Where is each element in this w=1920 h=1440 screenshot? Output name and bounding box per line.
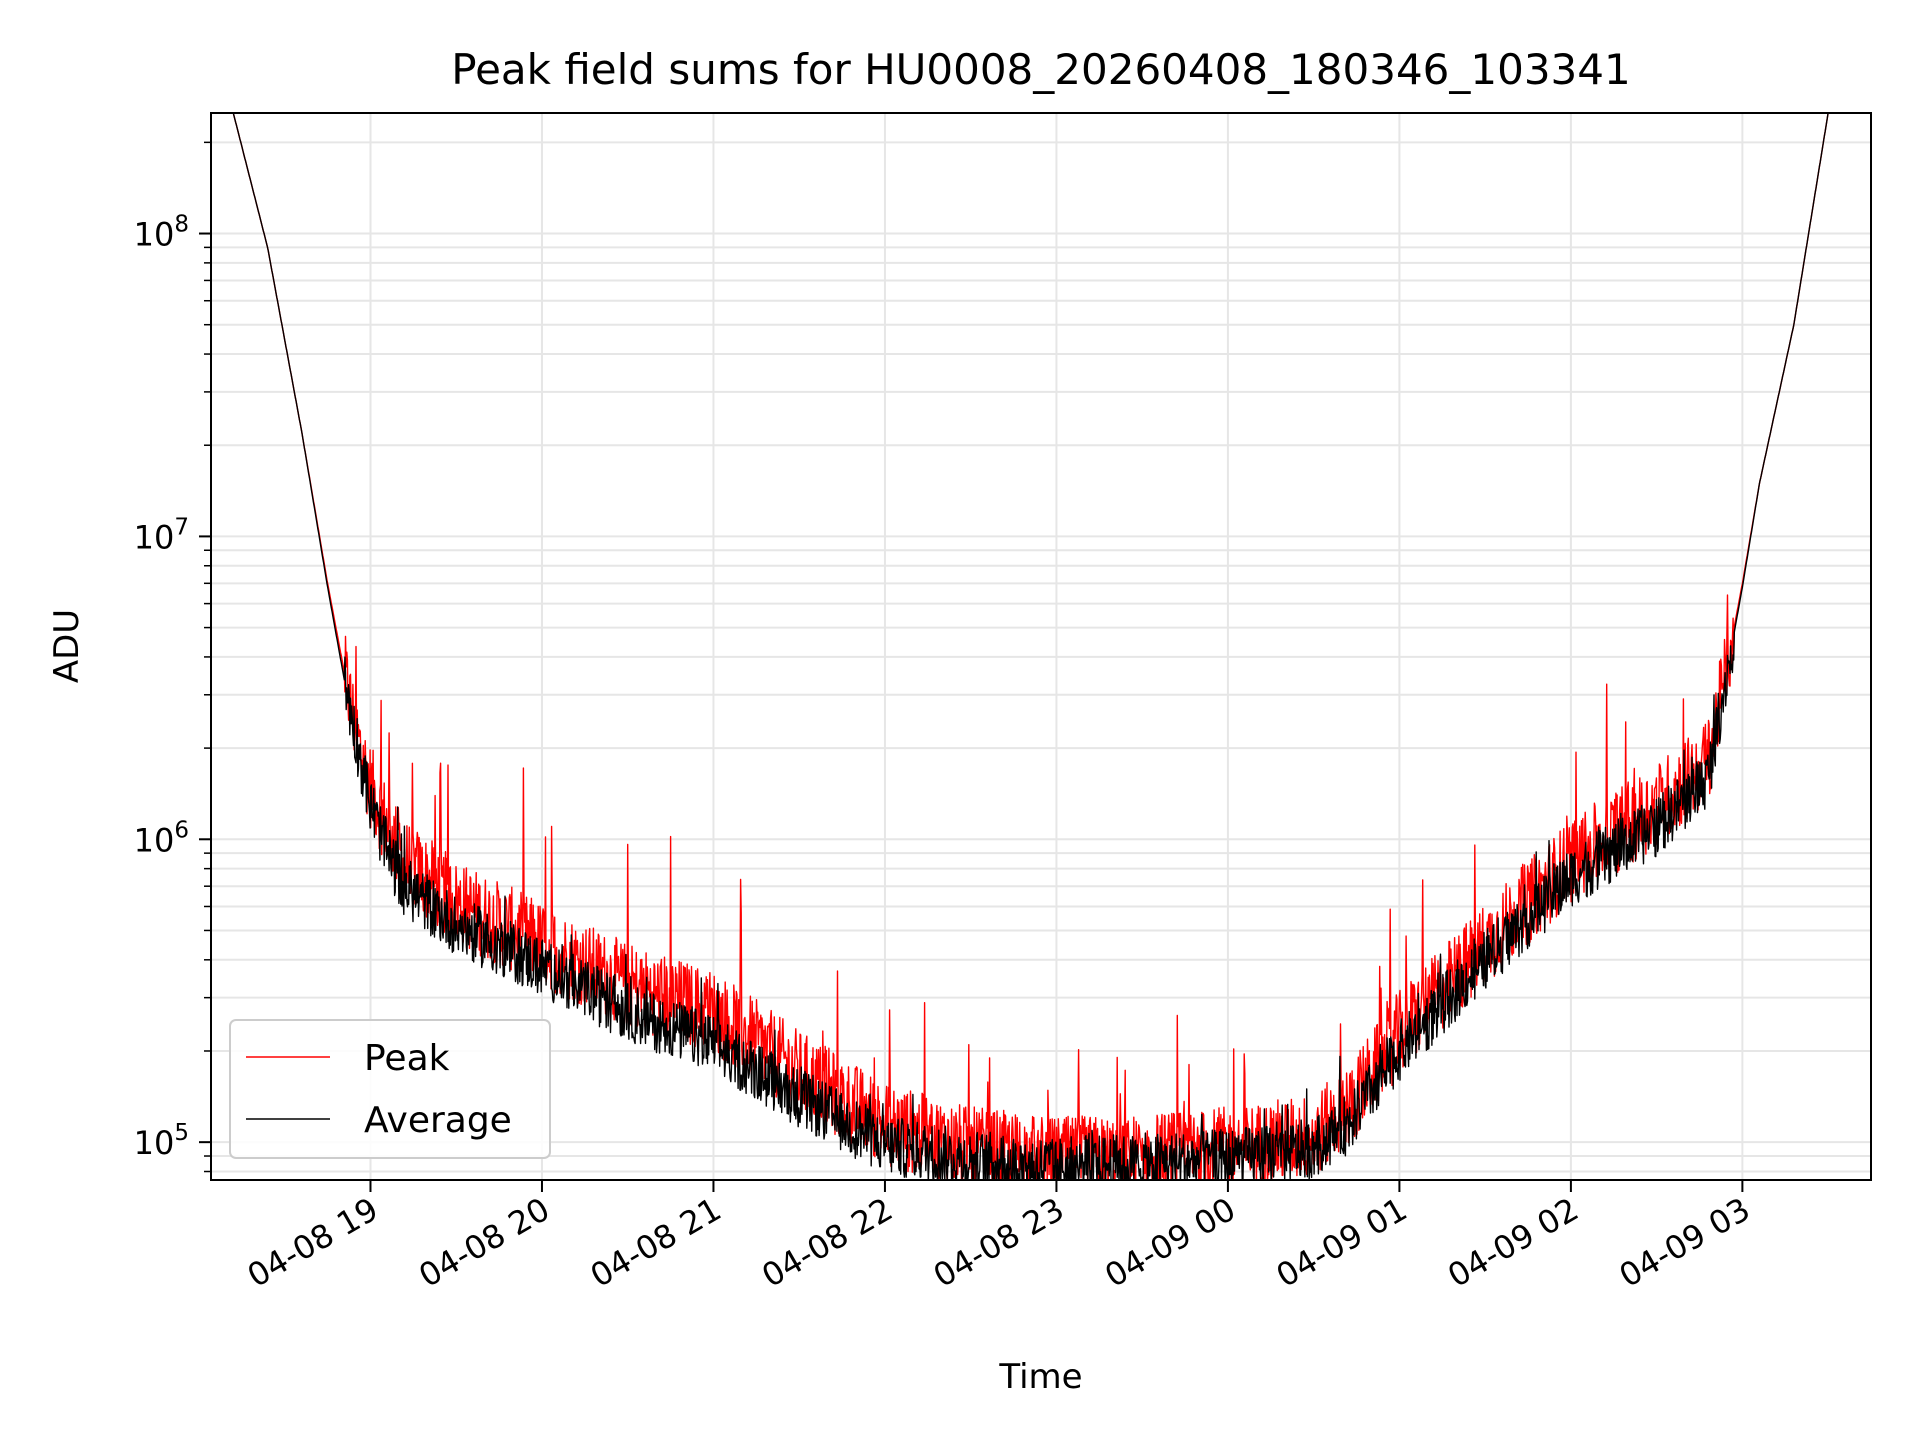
chart-title: Peak field sums for HU0008_20260408_1803… [451, 45, 1630, 94]
legend-box [229, 1019, 551, 1159]
y-tick-label: 107 [134, 514, 189, 556]
legend-label-peak: Peak [364, 1038, 450, 1079]
y-axis-label: ADU [47, 609, 87, 683]
legend-label-average: Average [364, 1100, 512, 1141]
x-axis-label: Time [998, 1357, 1082, 1397]
y-tick-label: 108 [134, 212, 189, 254]
y-axis: 105 106 107 108 [134, 141, 211, 1173]
y-tick-label: 105 [134, 1120, 189, 1162]
y-tick-label: 106 [134, 817, 189, 859]
series-layer [232, 113, 1829, 1180]
legend: Peak Average [229, 1019, 551, 1159]
series-line-average [232, 113, 1829, 1180]
plot-frame [210, 112, 1872, 1181]
